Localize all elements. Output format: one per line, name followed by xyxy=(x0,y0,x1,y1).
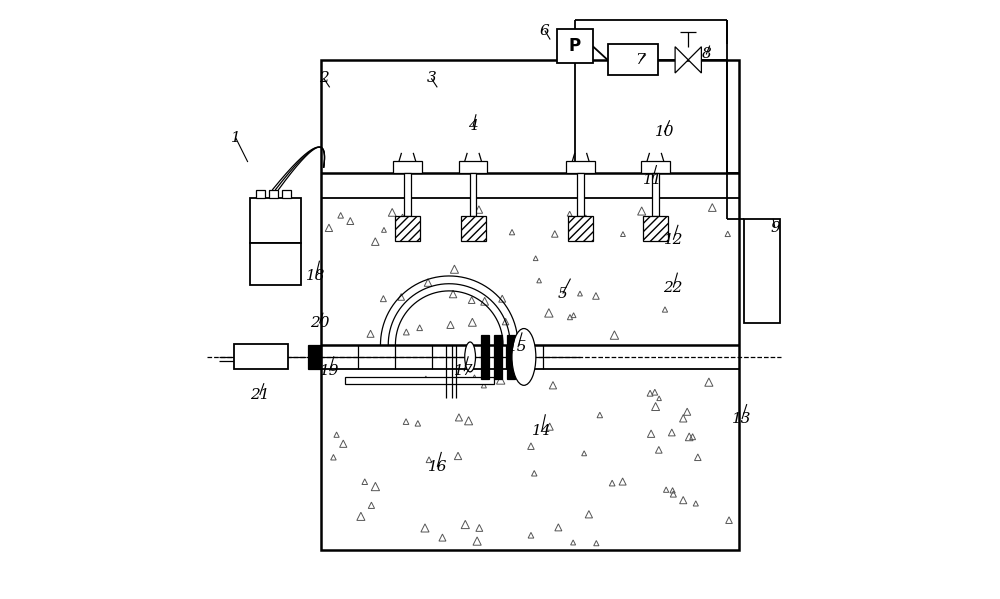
Text: 18: 18 xyxy=(306,268,326,283)
Bar xyxy=(470,173,476,216)
Ellipse shape xyxy=(465,342,475,372)
Text: 4: 4 xyxy=(468,119,478,133)
Text: 2: 2 xyxy=(319,71,329,86)
Bar xyxy=(507,335,515,379)
Polygon shape xyxy=(688,47,701,73)
Bar xyxy=(234,344,288,370)
Text: 20: 20 xyxy=(310,316,329,331)
Bar xyxy=(461,216,486,241)
Text: 6: 6 xyxy=(540,23,550,38)
Text: 3: 3 xyxy=(426,71,436,86)
Bar xyxy=(643,216,668,241)
Bar xyxy=(404,173,411,216)
Bar xyxy=(459,161,487,173)
Text: 13: 13 xyxy=(732,412,752,426)
Ellipse shape xyxy=(512,328,536,385)
Bar xyxy=(395,216,420,241)
Bar xyxy=(393,161,422,173)
Text: 16: 16 xyxy=(428,460,447,474)
Text: P: P xyxy=(569,37,581,55)
Bar xyxy=(250,243,301,285)
Bar xyxy=(269,189,278,198)
Bar xyxy=(494,335,502,379)
Text: 19: 19 xyxy=(320,364,339,378)
Text: 7: 7 xyxy=(636,53,645,68)
Bar xyxy=(282,189,291,198)
Bar xyxy=(557,29,593,63)
Bar xyxy=(608,44,658,75)
Bar xyxy=(345,377,494,384)
Bar xyxy=(256,189,265,198)
Text: 14: 14 xyxy=(532,424,552,438)
Bar xyxy=(652,173,659,216)
Bar xyxy=(568,216,593,241)
Bar xyxy=(481,335,489,379)
Text: 11: 11 xyxy=(643,173,662,187)
Text: 5: 5 xyxy=(558,286,568,301)
Bar xyxy=(577,173,584,216)
Text: 21: 21 xyxy=(250,388,270,402)
Text: 1: 1 xyxy=(231,131,241,145)
Text: 15: 15 xyxy=(508,340,528,355)
Text: 17: 17 xyxy=(454,364,474,378)
Text: 10: 10 xyxy=(655,125,674,139)
Bar xyxy=(566,161,595,173)
Bar xyxy=(744,219,780,323)
Bar xyxy=(321,60,739,550)
Polygon shape xyxy=(675,47,688,73)
Text: 12: 12 xyxy=(664,233,683,247)
Text: 8: 8 xyxy=(701,47,711,62)
Text: 9: 9 xyxy=(770,221,780,235)
Bar xyxy=(641,161,670,173)
Bar xyxy=(250,198,301,243)
Bar xyxy=(308,345,321,369)
Text: 22: 22 xyxy=(664,280,683,295)
